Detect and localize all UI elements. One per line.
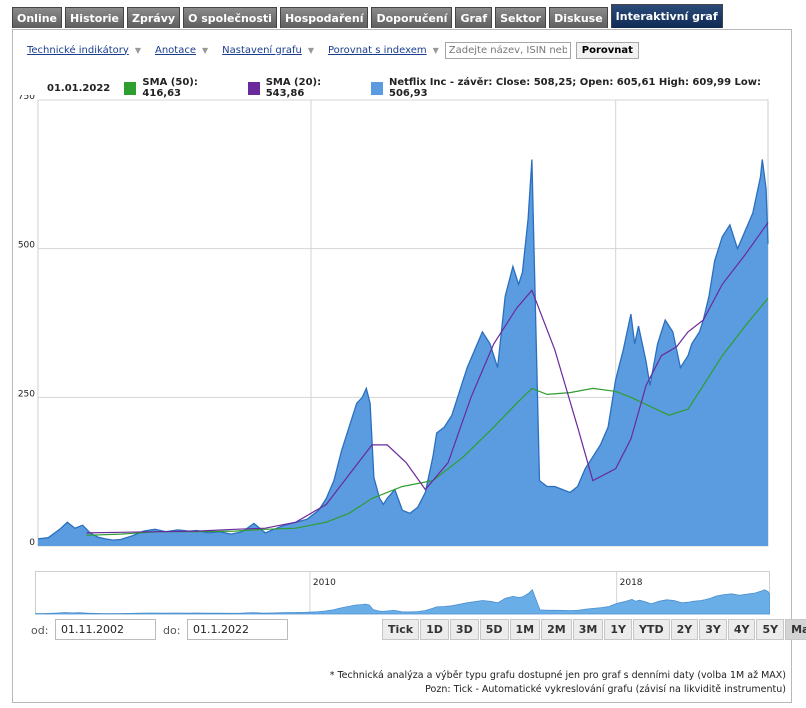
from-date-input[interactable] xyxy=(55,619,156,640)
technical-indicators-link[interactable]: Technické indikátory xyxy=(27,44,129,56)
series-line-sma50 xyxy=(86,297,769,536)
compare-search-input[interactable] xyxy=(444,41,571,59)
footnote-tick: Pozn: Tick - Automatické vykreslování gr… xyxy=(425,684,786,695)
tab-historie[interactable]: Historie xyxy=(65,7,125,28)
tab-online[interactable]: Online xyxy=(12,7,63,28)
footnote-technical: * Technická analýza a výběr typu grafu d… xyxy=(329,670,786,681)
annotations-link[interactable]: Anotace xyxy=(155,44,196,56)
chart-legend: 01.01.2022 SMA (50): 416,63 SMA (20): 54… xyxy=(47,77,791,99)
y-tick-label: 750 xyxy=(18,95,35,102)
to-label: do: xyxy=(163,624,181,637)
legend-label: SMA (20): 543,86 xyxy=(265,77,322,99)
footnotes: * Technická analýza a výběr typu grafu d… xyxy=(330,669,786,697)
navigator-series-area xyxy=(35,588,770,615)
chevron-down-icon[interactable]: ▼ xyxy=(307,45,314,55)
series-area-close xyxy=(38,159,768,546)
compare-index-link[interactable]: Porovnat s indexem xyxy=(328,44,427,56)
y-tick-label: 500 xyxy=(18,241,35,251)
navigator-year-label: 2018 xyxy=(620,578,643,588)
compare-button[interactable]: Porovnat xyxy=(575,41,639,59)
chart-panel: Technické indikátory ▼ Anotace ▼ Nastave… xyxy=(12,29,806,703)
chevron-down-icon[interactable]: ▼ xyxy=(202,45,209,55)
chart-toolbar: Technické indikátory ▼ Anotace ▼ Nastave… xyxy=(27,41,639,59)
legend-swatch xyxy=(124,81,137,95)
chevron-down-icon[interactable]: ▼ xyxy=(134,45,141,55)
period-button-2m[interactable]: 2M xyxy=(541,619,572,640)
period-button-5y[interactable]: 5Y xyxy=(756,619,785,640)
tab-interaktivni-graf[interactable]: Interaktivní graf xyxy=(610,4,723,28)
period-button-tick[interactable]: Tick xyxy=(382,619,420,640)
to-date-input[interactable] xyxy=(187,619,288,640)
legend-swatch xyxy=(370,81,383,95)
navigator-year-label: 2010 xyxy=(313,578,336,588)
period-button-3d[interactable]: 3D xyxy=(449,619,479,640)
tab-diskuse[interactable]: Diskuse xyxy=(549,7,608,28)
series-line-sma20 xyxy=(86,222,769,534)
legend-label: SMA (50): 416,63 xyxy=(142,77,198,99)
legend-item-sma20[interactable]: SMA (20): 543,86 xyxy=(247,77,357,99)
period-button-4y[interactable]: 4Y xyxy=(727,619,756,640)
legend-item-close[interactable]: Netflix Inc - závěr: Close: 508,25; Open… xyxy=(370,77,777,99)
y-tick-label: 0 xyxy=(29,538,35,548)
period-button-ytd[interactable]: YTD xyxy=(632,619,670,640)
date-range-row: od: do: Tick1D3D5D1M2M3M1YYTD2Y3Y4Y5YMax xyxy=(13,618,806,642)
legend-label: Netflix Inc - závěr: Close: 508,25; Open… xyxy=(388,77,761,99)
y-tick-label: 250 xyxy=(18,389,35,399)
chart-settings-link[interactable]: Nastavení grafu xyxy=(222,44,302,56)
period-button-1d[interactable]: 1D xyxy=(420,619,449,640)
from-label: od: xyxy=(31,624,49,637)
period-button-3y[interactable]: 3Y xyxy=(699,619,727,640)
period-button-1m[interactable]: 1M xyxy=(509,619,541,640)
tab-zpravy[interactable]: Zprávy xyxy=(127,7,181,28)
period-button-3m[interactable]: 3M xyxy=(572,619,604,640)
tab-doporuceni[interactable]: Doporučení xyxy=(371,7,453,28)
period-button-1y[interactable]: 1Y xyxy=(604,619,632,640)
tab-o-spolecnosti[interactable]: O společnosti xyxy=(183,7,277,28)
period-button-max[interactable]: Max xyxy=(785,619,806,640)
navigator-chart[interactable]: 200220102018 xyxy=(35,571,770,615)
period-buttons: Tick1D3D5D1M2M3M1YYTD2Y3Y4Y5YMax xyxy=(382,619,806,640)
period-button-2y[interactable]: 2Y xyxy=(670,619,699,640)
period-button-5d[interactable]: 5D xyxy=(479,619,509,640)
legend-item-sma50[interactable]: SMA (50): 416,63 xyxy=(124,77,233,99)
legend-date: 01.01.2022 xyxy=(47,82,111,94)
tab-bar: Online Historie Zprávy O společnosti Hos… xyxy=(12,4,723,29)
chevron-down-icon[interactable]: ▼ xyxy=(432,45,439,55)
tab-graf[interactable]: Graf xyxy=(455,7,493,28)
price-chart[interactable]: 0 250 500 750 xyxy=(13,95,793,555)
tab-hospodareni[interactable]: Hospodaření xyxy=(279,7,369,28)
tab-sektor[interactable]: Sektor xyxy=(495,7,547,28)
legend-swatch xyxy=(247,81,260,95)
